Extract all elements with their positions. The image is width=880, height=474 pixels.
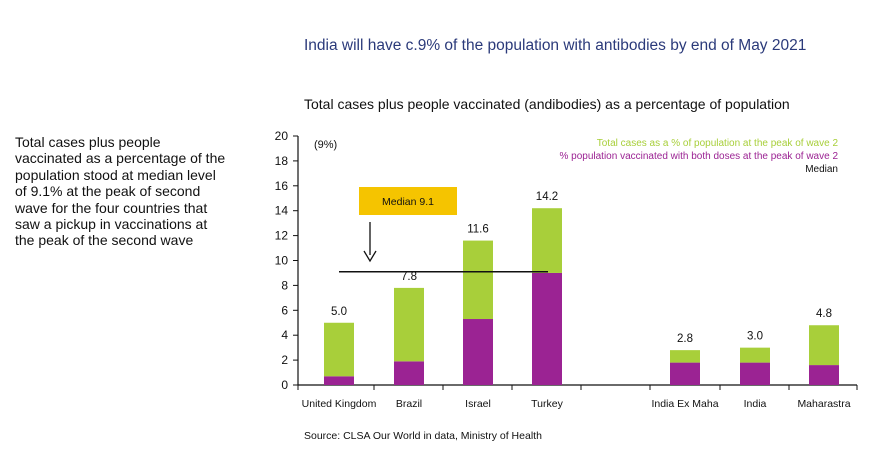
bar-cases bbox=[809, 325, 839, 366]
y-unit-note: (9%) bbox=[314, 139, 337, 151]
median-box-label: Median 9.1 bbox=[382, 196, 434, 208]
chart-title: Total cases plus people vaccinated (andi… bbox=[304, 96, 790, 112]
bar-vaccinated bbox=[463, 319, 493, 385]
x-tick-label: Brazil bbox=[396, 398, 422, 410]
bars: 5.0 7.8 11.6 14.2 2.8 3.0 4.8 bbox=[324, 191, 839, 385]
median-arrow-head bbox=[363, 250, 377, 263]
bar-vaccinated bbox=[532, 272, 562, 385]
bar-cases bbox=[324, 322, 354, 377]
y-tick-label: 12 bbox=[275, 229, 289, 243]
bar-cases bbox=[463, 240, 493, 320]
data-label: 2.8 bbox=[677, 333, 693, 345]
bar-vaccinated bbox=[809, 365, 839, 385]
data-label: 14.2 bbox=[536, 191, 558, 203]
y-tick-label: 6 bbox=[281, 303, 288, 317]
y-tick-label: 20 bbox=[275, 129, 289, 143]
y-tick-label: 8 bbox=[281, 278, 288, 292]
median-box bbox=[359, 187, 457, 215]
bar-vaccinated bbox=[394, 361, 424, 385]
y-tick-label: 18 bbox=[275, 154, 289, 168]
headline: India will have c.9% of the population w… bbox=[304, 37, 807, 54]
data-label: 11.6 bbox=[467, 224, 489, 236]
x-tick-label: India Ex Maha bbox=[651, 398, 718, 410]
legend-item-cases: Total cases as a % of population at the … bbox=[597, 138, 839, 149]
x-tick-label: Turkey bbox=[531, 398, 563, 410]
data-label: 3.0 bbox=[747, 331, 763, 343]
x-axis: United Kingdom Brazil Israel Turkey India Ex… bbox=[297, 384, 858, 410]
legend: Total cases as a % of population at the … bbox=[559, 138, 838, 175]
bar-vaccinated bbox=[740, 362, 770, 385]
bar-cases bbox=[532, 208, 562, 273]
x-tick-label: Israel bbox=[465, 398, 491, 410]
y-tick-label: 16 bbox=[275, 179, 289, 193]
bar-cases bbox=[670, 350, 700, 363]
y-tick-label: 14 bbox=[275, 204, 289, 218]
y-tick-label: 4 bbox=[281, 328, 288, 342]
y-tick-label: 0 bbox=[281, 378, 288, 392]
bar-vaccinated bbox=[670, 362, 700, 385]
legend-item-median: Median bbox=[805, 164, 838, 175]
data-label: 7.8 bbox=[401, 271, 417, 283]
x-tick-label: United Kingdom bbox=[302, 398, 377, 410]
x-tick-label: India bbox=[744, 398, 767, 410]
y-tick-label: 2 bbox=[281, 353, 288, 367]
data-label: 5.0 bbox=[331, 306, 347, 318]
bar-cases bbox=[394, 287, 424, 362]
y-axis: 0 2 4 6 8 10 12 14 16 18 20 bbox=[275, 129, 299, 392]
legend-item-vaccinated: % population vaccinated with both doses … bbox=[559, 151, 838, 162]
x-tick-label: Maharastra bbox=[797, 398, 850, 410]
bar-cases bbox=[740, 347, 770, 363]
source-note: Source: CLSA Our World in data, Ministry… bbox=[304, 430, 542, 442]
y-tick-label: 10 bbox=[275, 254, 289, 268]
side-note: Total cases plus people vaccinated as a … bbox=[15, 134, 226, 249]
median-annotation: Median 9.1 bbox=[339, 187, 548, 273]
bar-vaccinated bbox=[324, 376, 354, 385]
data-label: 4.8 bbox=[816, 308, 832, 320]
